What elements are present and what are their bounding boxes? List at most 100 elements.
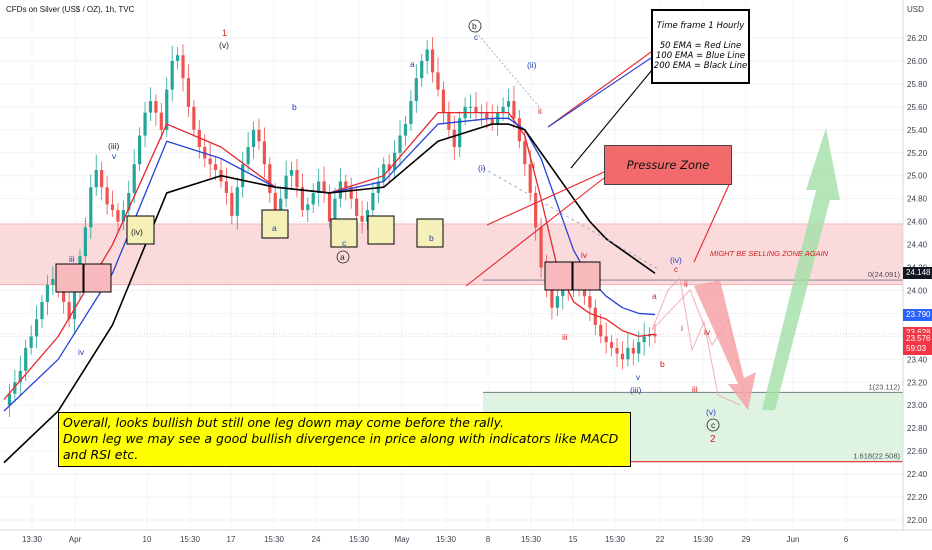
- candle-body: [365, 210, 370, 222]
- wave-v: v: [112, 151, 117, 161]
- candle-body: [490, 118, 494, 125]
- box-iii-a: [55, 263, 84, 293]
- x-tick-label: 10: [143, 535, 152, 544]
- candle-body: [539, 227, 543, 268]
- candle-body: [89, 187, 93, 228]
- candle-body: [18, 370, 22, 383]
- currency-label: USD: [907, 5, 924, 14]
- y-tick-label: 22.80: [907, 424, 928, 433]
- x-tick-label: 15:30: [693, 535, 714, 544]
- candle-body: [458, 118, 462, 148]
- candle-body: [534, 192, 538, 228]
- candle-body: [382, 164, 386, 182]
- x-tick-label: 15: [569, 535, 578, 544]
- candle-body: [127, 192, 131, 211]
- candle-body: [300, 187, 304, 211]
- candle-body: [34, 319, 39, 337]
- candle-body: [148, 101, 153, 113]
- candle-body: [100, 169, 104, 188]
- x-tick-label: 15:30: [264, 535, 285, 544]
- x-tick-label: Jun: [787, 535, 800, 544]
- candle-body: [403, 124, 408, 136]
- y-tick-label: 22.20: [907, 493, 928, 502]
- candle-body: [241, 164, 245, 188]
- candle-body: [555, 296, 559, 308]
- box-down-a: [544, 261, 573, 291]
- y-tick-label: 23.00: [907, 401, 928, 410]
- wave-v-low: v: [636, 373, 640, 382]
- legend-line-200: 200 EMA = Black Line: [653, 61, 748, 71]
- candle-body: [588, 296, 592, 308]
- series-layer: [3, 37, 657, 464]
- callout-arrows: [465, 51, 733, 287]
- y-tick-label: 25.20: [907, 149, 928, 158]
- candle-body: [599, 324, 603, 337]
- y-tick-label: 26.00: [907, 57, 928, 66]
- candle-body: [311, 192, 315, 205]
- selling-zone-note: MIGHT BE SELLING ZONE AGAIN: [710, 249, 829, 258]
- candle-body: [506, 101, 511, 107]
- candle-body: [45, 284, 49, 302]
- price-tag: 23.576: [903, 333, 932, 346]
- candle-body: [393, 152, 397, 170]
- ema200-line: [3, 123, 656, 464]
- legend-line-50: 50 EMA = Red Line: [659, 41, 742, 51]
- wave-i: i: [533, 160, 535, 170]
- candle-body: [425, 49, 429, 61]
- box-mid: [367, 215, 395, 245]
- wave-a-box: a: [272, 223, 277, 233]
- candle-body: [176, 55, 180, 61]
- wave-1: 1: [222, 28, 227, 38]
- x-tick-label: 15:30: [605, 535, 626, 544]
- y-tick-label: 23.20: [907, 378, 928, 387]
- x-tick-label: 29: [742, 535, 751, 544]
- time-axis[interactable]: 13:30 Apr 10 15:30 17 15:30 24 15:30 May 15:30 8 15…: [22, 535, 849, 544]
- candle-body: [485, 112, 489, 119]
- box-circled-a: [330, 218, 358, 248]
- ema-legend-box: Time frame 1 Hourly 50 EMA = Red Line 10…: [651, 9, 750, 84]
- candle-body: [610, 342, 614, 348]
- candle-body: [447, 112, 451, 130]
- candle-body: [333, 198, 337, 222]
- x-tick-label: Apr: [69, 535, 82, 544]
- candle-body: [29, 336, 33, 348]
- summary-line-1: Overall, looks bullish but still one leg…: [63, 415, 505, 430]
- candle-body: [284, 175, 288, 199]
- wave-2: 2: [710, 434, 716, 445]
- candle-body: [213, 164, 218, 170]
- candle-body: [51, 279, 55, 285]
- candle-body: [441, 89, 446, 113]
- wave-iii: iii: [69, 254, 75, 264]
- annotation-boxes: [55, 209, 601, 293]
- pressure-zone-label: Pressure Zone: [604, 145, 732, 185]
- candle-body: [517, 118, 521, 142]
- candle-body: [436, 72, 440, 90]
- price-axis-bg: [903, 0, 932, 530]
- candle-body: [121, 210, 125, 222]
- y-tick-label: 24.00: [907, 286, 928, 295]
- wave-b: b: [292, 102, 297, 112]
- wave-labels: 1 (v) (iii) v iii iv (iv) a b a c a b b …: [69, 19, 720, 445]
- wave-c: c: [342, 238, 347, 248]
- box-iv: [126, 215, 155, 245]
- y-tick-label: 24.60: [907, 218, 928, 227]
- y-tick-label: 25.80: [907, 80, 928, 89]
- candle-body: [642, 336, 646, 343]
- candle-body: [40, 301, 44, 320]
- summary-line-2: Down leg we may see a good bullish diver…: [63, 431, 619, 462]
- wave-iii-paren: (iii): [108, 141, 119, 151]
- candle-body: [468, 106, 473, 108]
- wave-iv-red: iv: [581, 250, 588, 260]
- candle-body: [295, 169, 299, 188]
- candle-body: [317, 181, 321, 193]
- candle-body: [604, 336, 608, 343]
- wave-c-circled: c: [711, 420, 716, 430]
- y-tick-label: 22.40: [907, 470, 928, 479]
- candle-body: [273, 192, 277, 211]
- candle-body: [344, 181, 348, 188]
- y-tick-label: 25.60: [907, 103, 928, 112]
- price-tag: 59:03: [903, 343, 932, 355]
- candle-body: [387, 164, 391, 170]
- candle-body: [528, 164, 532, 193]
